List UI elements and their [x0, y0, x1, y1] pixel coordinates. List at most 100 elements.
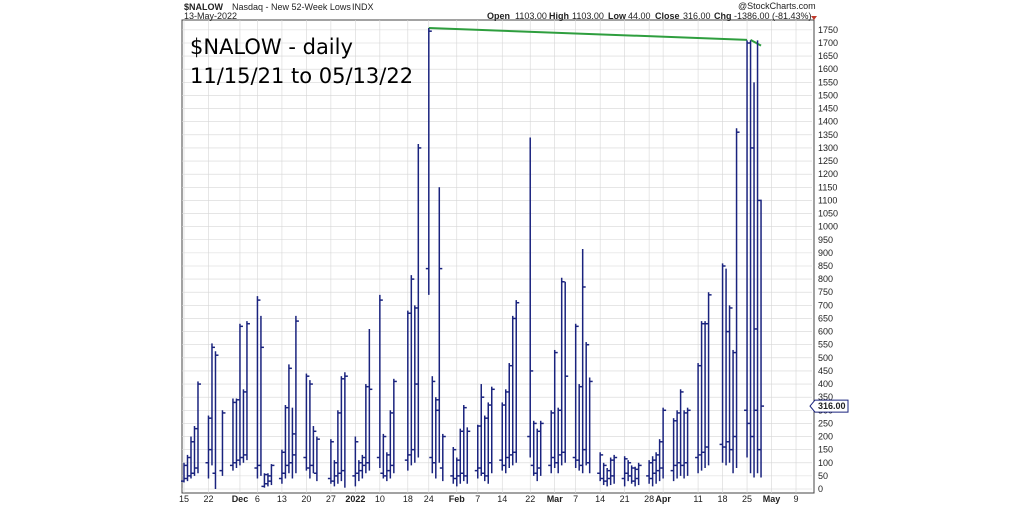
ohlc-bar	[474, 424, 481, 479]
y-tick-label: 50	[818, 471, 828, 481]
ohlc-bar	[674, 410, 681, 479]
y-tick-label: 750	[818, 287, 833, 297]
ohlc-bar	[194, 381, 201, 474]
x-axis: 15 22 Dec 6 13 20 27 2022 10 18 24 Feb 7 14 22 Mar 7 14 21…	[179, 494, 799, 504]
ohlc-bar	[376, 294, 383, 469]
ohlc-bar	[670, 418, 677, 482]
ohlc-bar	[380, 433, 387, 479]
ohlc-bar	[303, 373, 310, 471]
y-tick-label: 1250	[818, 156, 838, 166]
y-axis: 0501001502002503003504004505005506006507…	[818, 25, 838, 494]
ohlc-bar	[705, 292, 712, 466]
close-label: Close	[655, 11, 680, 21]
ohlc-bar	[730, 349, 737, 474]
ohlc-bar	[436, 187, 443, 463]
ohlc-bar	[439, 433, 446, 482]
x-tick-label: 18	[403, 494, 413, 504]
ohlc-bar	[530, 420, 537, 476]
annotation-line-2: 11/15/21 to 05/13/22	[190, 64, 413, 88]
ohlc-bar	[229, 398, 236, 471]
ohlc-bar	[576, 384, 583, 471]
ohlc-bar	[404, 310, 411, 471]
ohlc-bar	[506, 363, 513, 469]
header-exchange: INDX	[352, 2, 374, 12]
ohlc-bar	[597, 452, 604, 482]
ohlc-bar	[327, 439, 334, 484]
open-value: 1103.00	[515, 11, 547, 21]
ohlc-bar	[208, 343, 215, 466]
y-tick-label: 1350	[818, 130, 838, 140]
header-date: 13-May-2022	[184, 11, 237, 21]
ohlc-bar	[611, 454, 618, 484]
ohlc-bar	[264, 473, 271, 487]
y-tick-label: 800	[818, 274, 833, 284]
y-tick-label: 1650	[818, 51, 838, 61]
ohlc-bar	[341, 372, 348, 488]
ohlc-bar	[562, 281, 569, 463]
ohlc-bar	[187, 436, 194, 479]
ohlc-bar	[604, 468, 611, 487]
x-tick-label: 27	[326, 494, 336, 504]
ohlc-bar	[653, 452, 660, 484]
y-tick-label: 1000	[818, 222, 838, 232]
last-value-label: 316.00	[818, 401, 846, 411]
down-arrow-icon	[811, 16, 817, 20]
ohlc-bar	[646, 460, 653, 484]
ohlc-bar	[723, 268, 730, 466]
ohlc-bar	[464, 427, 471, 484]
x-tick-label: 20	[301, 494, 311, 504]
ohlc-bar	[429, 376, 436, 474]
ohlc-bar	[285, 364, 292, 474]
x-tick-label: 25	[742, 494, 752, 504]
ohlc-bar	[292, 315, 299, 474]
y-tick-label: 600	[818, 327, 833, 337]
ohlc-bar	[390, 378, 397, 474]
ohlc-bar	[649, 456, 656, 487]
high-label: High	[549, 11, 569, 21]
ohlc-bar	[751, 82, 758, 478]
ohlc-bar	[453, 457, 460, 487]
ohlc-bar	[726, 305, 733, 463]
ohlc-bar	[698, 321, 705, 471]
ohlc-bar	[656, 439, 663, 482]
ohlc-bar	[572, 323, 579, 469]
y-tick-label: 700	[818, 300, 833, 310]
close-value: 316.00	[683, 11, 711, 21]
ohlc-bar	[383, 452, 390, 482]
ohlc-bar	[558, 277, 565, 466]
y-tick-label: 1750	[818, 25, 838, 35]
x-tick-label: 21	[620, 494, 630, 504]
ohlc-bar	[684, 407, 691, 476]
ohlc-bar	[583, 342, 590, 466]
ohlc-bar	[257, 315, 264, 476]
ohlc-bar	[313, 436, 320, 482]
ohlc-bar	[338, 376, 345, 482]
ohlc-bar	[632, 466, 639, 487]
ohlc-bar	[191, 426, 198, 476]
trendline	[428, 27, 748, 41]
ohlc-bar	[212, 351, 219, 489]
ohlc-bar	[219, 410, 226, 476]
header-description: Nasdaq - New 52-Week Lows	[232, 2, 351, 12]
chg-value: -1386.00 (-81.43%)	[734, 11, 812, 21]
y-tick-label: 100	[818, 458, 833, 468]
ohlc-bar	[352, 436, 359, 487]
y-tick-label: 1150	[818, 182, 837, 192]
x-tick-label: 13	[277, 494, 287, 504]
ohlc-bar	[460, 405, 467, 482]
low-value: 44.00	[628, 11, 651, 21]
y-tick-label: 0	[818, 484, 823, 494]
x-tick-label: 7	[573, 494, 578, 504]
y-tick-label: 1700	[818, 38, 838, 48]
ohlc-bar	[586, 377, 593, 474]
y-tick-label: 450	[818, 366, 833, 376]
x-tick-label: 14	[595, 494, 605, 504]
ohlc-bar	[306, 380, 313, 479]
ohlc-bar	[366, 328, 373, 471]
ohlc-bar	[261, 473, 268, 488]
low-label: Low	[608, 11, 627, 21]
ohlc-bar	[758, 199, 765, 478]
y-tick-label: 650	[818, 313, 833, 323]
ohlc-bar	[628, 465, 635, 484]
y-tick-label: 350	[818, 392, 833, 402]
